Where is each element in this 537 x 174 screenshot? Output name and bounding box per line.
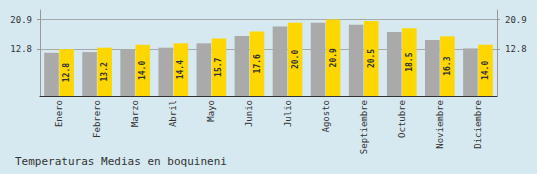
svg-text:Enero: Enero (54, 100, 64, 127)
svg-text:Marzo: Marzo (130, 100, 140, 127)
svg-text:Junio: Junio (244, 100, 254, 127)
svg-text:20.5: 20.5 (367, 49, 376, 68)
svg-text:20.0: 20.0 (291, 50, 300, 69)
svg-text:12.8: 12.8 (505, 44, 527, 54)
svg-text:12.8: 12.8 (10, 44, 32, 54)
svg-text:20.9: 20.9 (10, 15, 32, 25)
svg-text:20.9: 20.9 (505, 15, 527, 25)
svg-text:18.5: 18.5 (405, 52, 414, 71)
svg-text:Febrero: Febrero (92, 100, 102, 138)
svg-text:17.6: 17.6 (253, 54, 262, 73)
svg-text:Agosto: Agosto (321, 100, 331, 133)
svg-text:Temperaturas Medias en boquine: Temperaturas Medias en boquineni (15, 155, 227, 168)
svg-text:Julio: Julio (283, 100, 293, 127)
svg-text:13.2: 13.2 (100, 62, 109, 81)
svg-text:Diciembre: Diciembre (473, 100, 483, 149)
svg-text:15.7: 15.7 (214, 57, 223, 76)
svg-text:Octubre: Octubre (397, 100, 407, 138)
svg-text:20.9: 20.9 (329, 48, 338, 67)
svg-text:14.0: 14.0 (138, 61, 147, 80)
svg-text:14.4: 14.4 (176, 60, 185, 79)
svg-text:14.0: 14.0 (481, 61, 490, 80)
svg-text:Noviembre: Noviembre (435, 100, 445, 149)
svg-text:Septiembre: Septiembre (359, 100, 369, 154)
svg-text:16.3: 16.3 (443, 56, 452, 75)
svg-text:Abril: Abril (168, 100, 178, 127)
svg-text:12.8: 12.8 (62, 63, 71, 82)
svg-text:Mayo: Mayo (206, 100, 216, 122)
